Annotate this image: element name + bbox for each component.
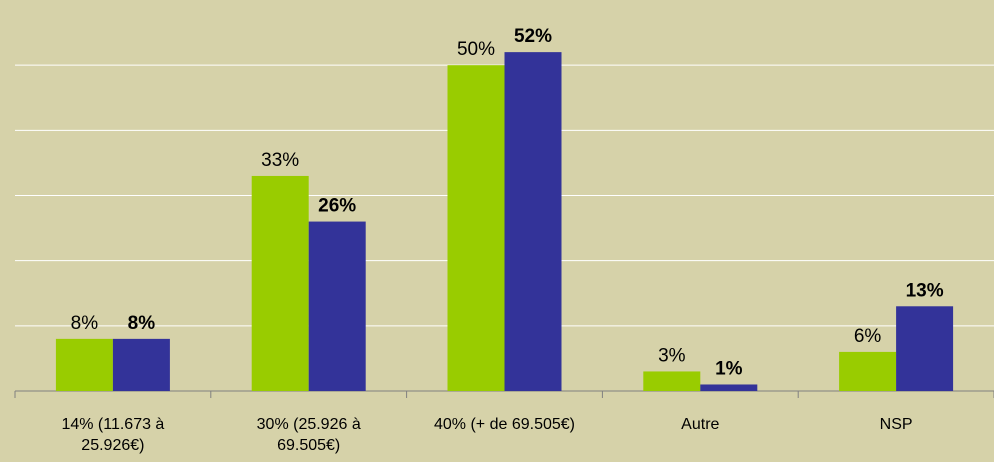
x-tick-label: NSP — [879, 416, 913, 433]
bar — [308, 221, 366, 391]
x-tick-label: 14% (11.673 à 25.926€) — [61, 416, 165, 454]
bar — [112, 338, 170, 391]
value-label: 33% — [261, 150, 299, 171]
x-tick-label: 40% (+ de 69.505€) — [434, 416, 575, 433]
bar — [700, 384, 758, 391]
value-label: 26% — [318, 196, 356, 217]
bar — [896, 306, 954, 391]
value-label: 3% — [658, 345, 686, 366]
bar — [55, 338, 113, 391]
x-tick-label: Autre — [681, 416, 720, 433]
value-label: 50% — [457, 39, 495, 60]
value-label: 6% — [854, 326, 882, 347]
value-label: 52% — [514, 26, 552, 47]
value-label: 8% — [128, 313, 156, 334]
bar — [643, 371, 701, 391]
bar — [447, 65, 505, 392]
bar — [251, 175, 309, 391]
value-label: 1% — [715, 358, 743, 379]
value-label: 8% — [71, 313, 99, 334]
bar — [839, 351, 897, 391]
x-tick-label: 30% (25.926 à 69.505€) — [256, 416, 361, 454]
value-label: 13% — [906, 280, 944, 301]
bar — [504, 52, 562, 392]
